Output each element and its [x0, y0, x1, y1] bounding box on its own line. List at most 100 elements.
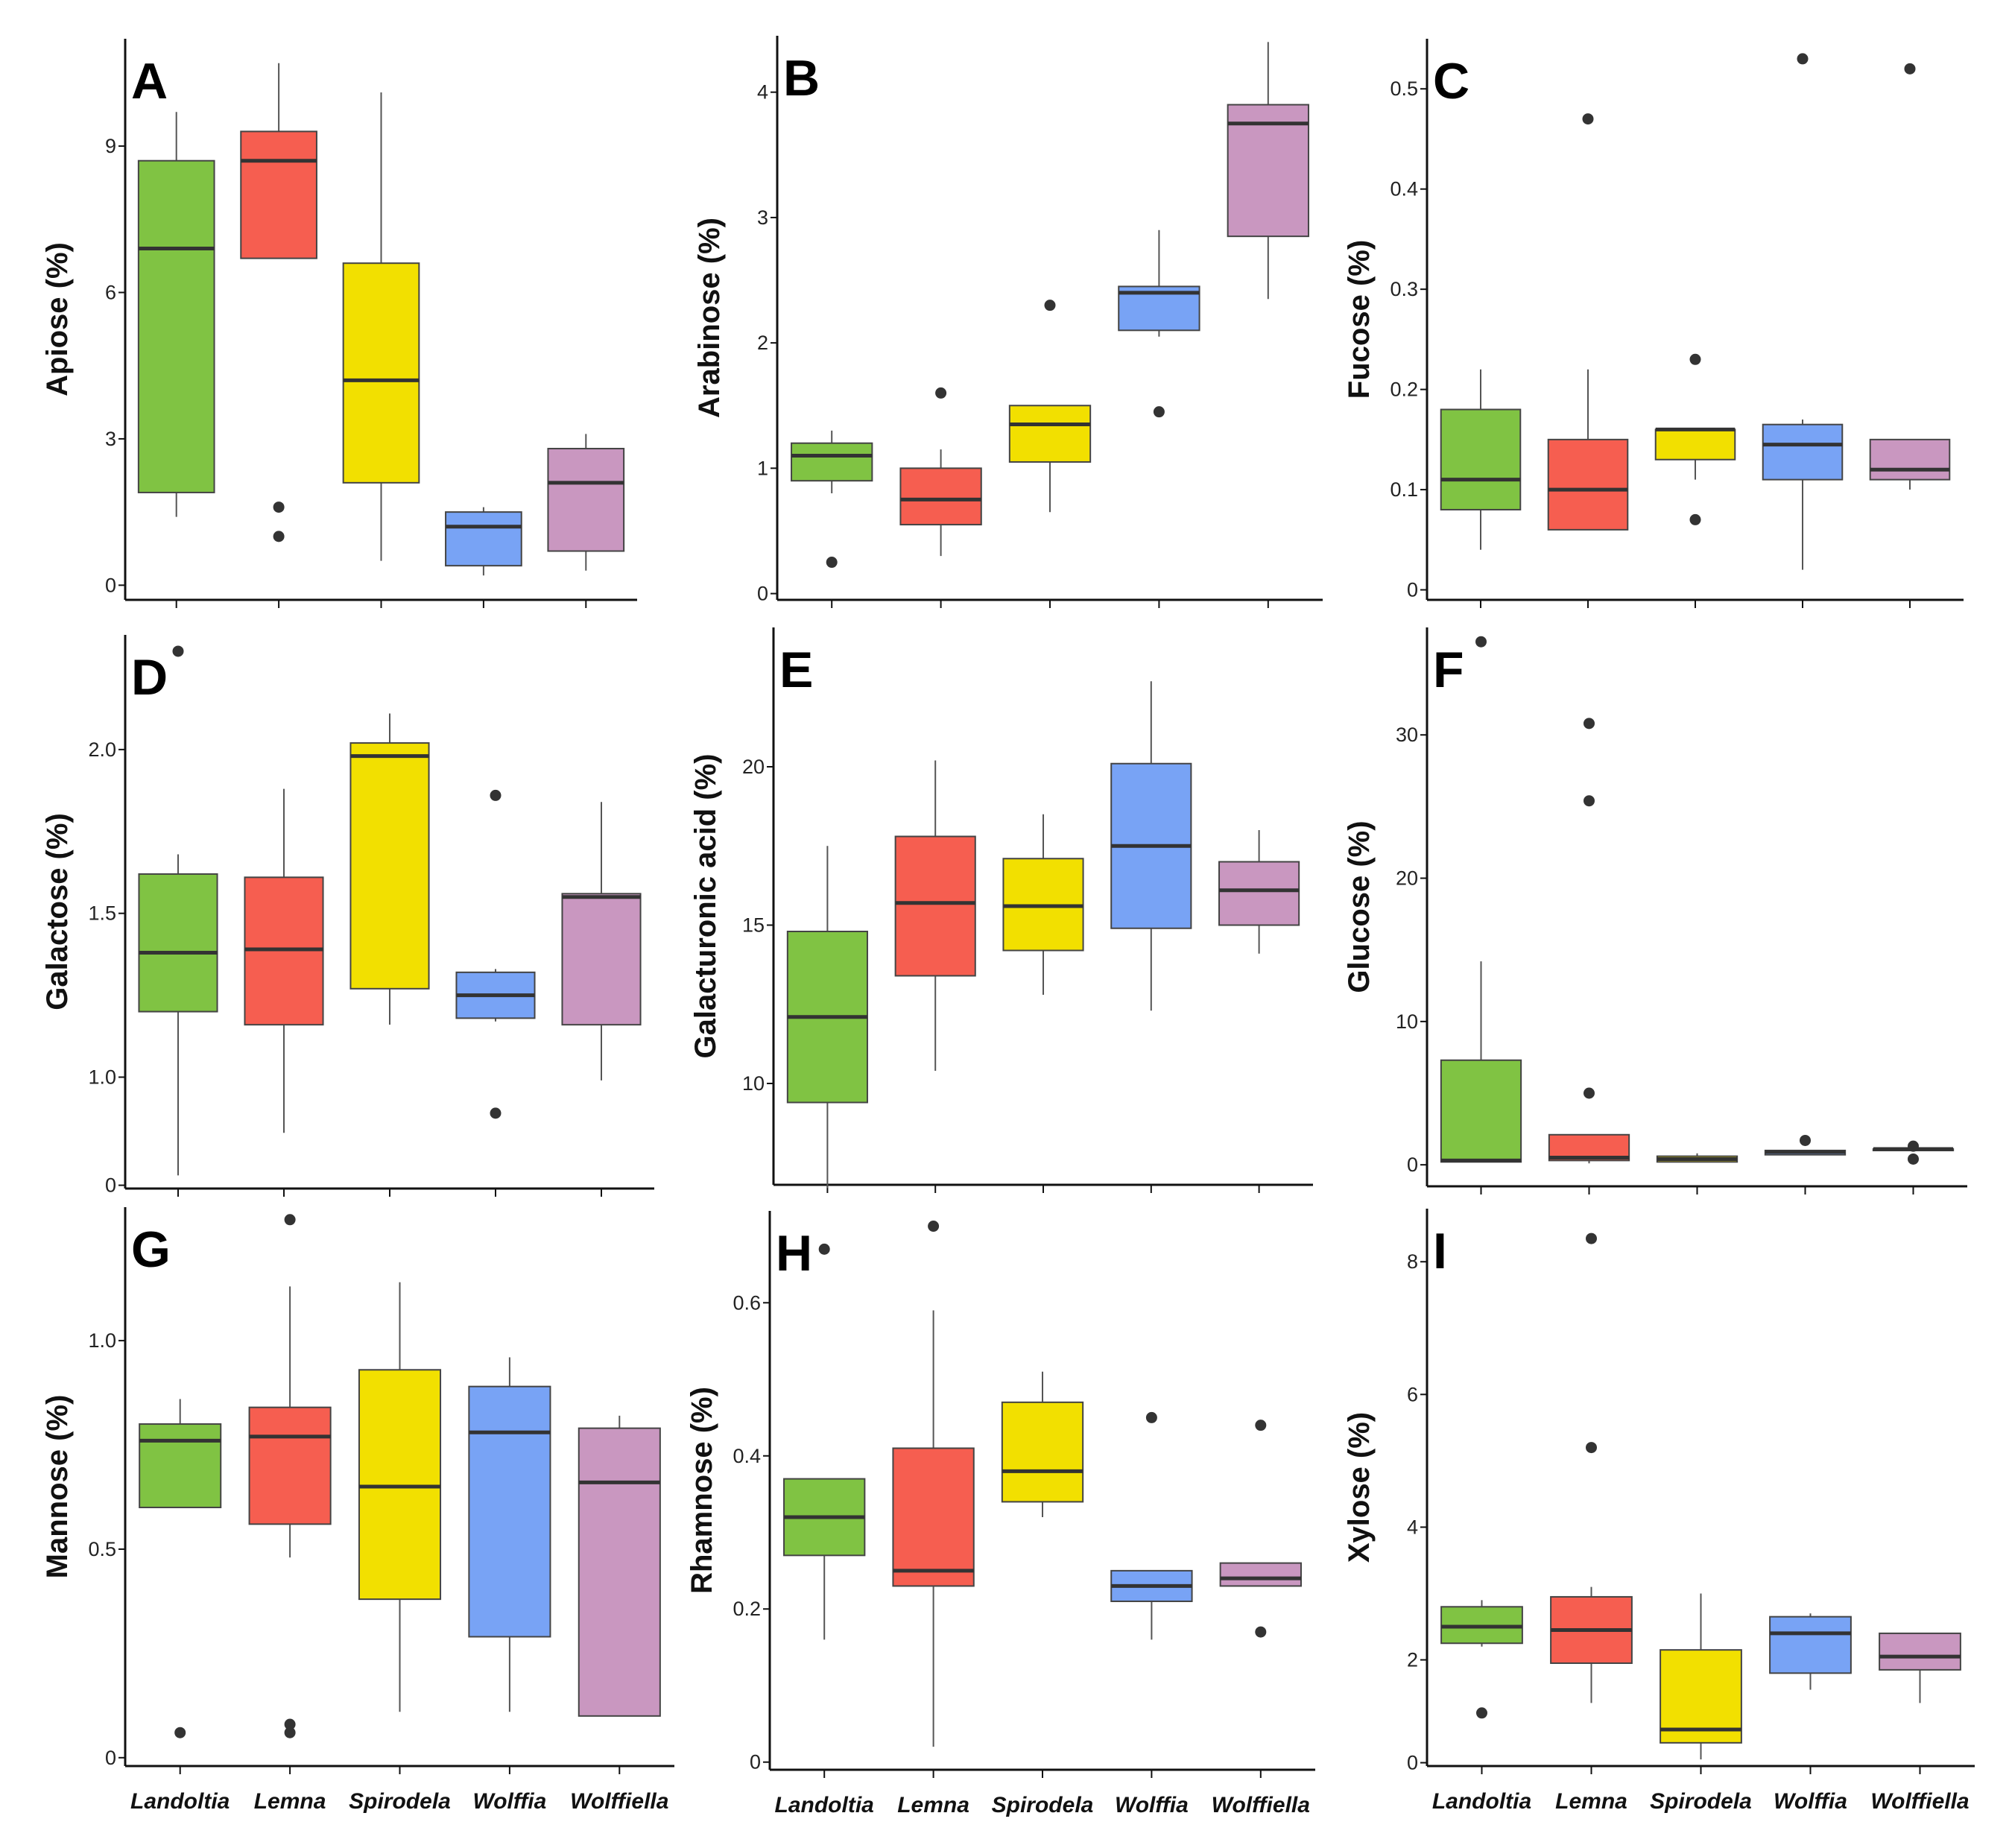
box-wolffia — [455, 789, 536, 1119]
y-axis-label: Mannose (%) — [41, 1395, 74, 1579]
y-tick-label: 0.5 — [88, 1538, 116, 1560]
outlier-point — [172, 645, 184, 657]
box-wolffia — [1110, 1411, 1193, 1640]
x-category-label: Spirodela — [349, 1789, 451, 1814]
iqr-box — [1218, 861, 1300, 926]
outlier-point — [284, 1718, 296, 1730]
box-spirodela — [1002, 814, 1084, 995]
x-category-label: Lemna — [897, 1793, 969, 1817]
y-tick-label: 1.0 — [88, 1066, 116, 1089]
x-category-label: Wolffia — [1115, 1793, 1189, 1817]
y-tick-label: 2.0 — [88, 738, 116, 761]
box-wolffia — [468, 1357, 551, 1712]
box-lemna — [892, 1221, 975, 1747]
box-landoltia — [138, 645, 218, 1176]
y-tick-label: 30 — [1396, 724, 1418, 746]
iqr-box — [899, 467, 982, 526]
panel-c: 0 0.1 0.2 0.3 0.4 0.5 Fucose (%) C — [1343, 39, 1964, 608]
y-tick-label: 0 — [750, 1751, 761, 1773]
box-wolffia — [1110, 681, 1192, 1011]
y-tick-label: 20 — [742, 756, 765, 778]
iqr-box — [1869, 438, 1951, 481]
y-tick-label: 2 — [757, 332, 768, 354]
box-lemna — [899, 387, 982, 557]
y-axis-label: Xylose (%) — [1343, 1412, 1376, 1563]
outlier-point — [1800, 1134, 1811, 1146]
y-tick-label: 0 — [1407, 579, 1418, 601]
panel-h: 0 0.2 0.4 0.6 Rhamnose (%) H Landoltia Lemna Spi… — [686, 1211, 1315, 1817]
iqr-box — [1769, 1616, 1852, 1674]
y-tick-label: 0.2 — [733, 1598, 761, 1620]
panel-e: 10 15 20 Galacturonic acid (%) E — [689, 627, 1313, 1193]
outlier-point — [1255, 1626, 1267, 1638]
iqr-box — [342, 262, 420, 484]
y-tick-label: 1 — [757, 457, 768, 479]
panel-letter: A — [131, 53, 168, 110]
box-landoltia — [791, 430, 873, 569]
box-spirodela — [358, 1282, 442, 1712]
y-tick-label: 6 — [1407, 1383, 1418, 1405]
x-category-label: Wolffiella — [1870, 1789, 1969, 1814]
iqr-box — [445, 511, 522, 567]
iqr-box — [561, 893, 642, 1026]
outlier-point — [1044, 300, 1056, 311]
outlier-point — [1582, 113, 1594, 125]
box-lemna — [1547, 113, 1629, 531]
y-tick-label: 0 — [1407, 1154, 1418, 1176]
panel-letter: F — [1433, 642, 1464, 698]
outlier-point — [1904, 63, 1916, 75]
y-tick-label: 3 — [105, 428, 116, 450]
x-category-label: Lemna — [254, 1789, 326, 1814]
box-wolffia — [1118, 230, 1200, 418]
y-tick-label: 15 — [742, 914, 765, 937]
y-tick-label: 10 — [1396, 1010, 1418, 1033]
box-spirodela — [342, 92, 420, 561]
iqr-box — [578, 1427, 661, 1717]
outlier-point — [174, 1727, 186, 1738]
iqr-box — [547, 448, 625, 552]
box-spirodela — [1654, 353, 1736, 525]
iqr-box — [1440, 408, 1522, 510]
iqr-box — [137, 159, 215, 493]
panel-f: 0 10 20 30 Glucose (%) F — [1343, 627, 1967, 1194]
y-axis-label: Galactose (%) — [41, 813, 74, 1010]
iqr-box — [791, 442, 873, 482]
y-tick-label: 0.4 — [1390, 178, 1418, 200]
box-landoltia — [1440, 636, 1522, 1163]
iqr-box — [894, 835, 976, 977]
y-tick-label: 4 — [757, 81, 768, 104]
y-tick-label: 10 — [742, 1072, 765, 1095]
box-spirodela — [349, 713, 430, 1025]
y-tick-label: 0 — [105, 1174, 116, 1197]
box-wolffiella — [1879, 1632, 1961, 1703]
box-wolffiella — [1218, 830, 1300, 954]
panel-a: 0 3 6 9 Apiose (%) A — [41, 39, 637, 608]
x-category-label: Spirodela — [992, 1793, 1094, 1817]
iqr-box — [1547, 438, 1629, 531]
outlier-point — [490, 789, 502, 801]
x-category-label: Landoltia — [1432, 1789, 1531, 1814]
box-landoltia — [783, 1243, 866, 1640]
outlier-point — [284, 1727, 296, 1738]
box-lemna — [1550, 1232, 1633, 1703]
box-landoltia — [1440, 1600, 1523, 1719]
y-tick-label: 0.2 — [1390, 379, 1418, 401]
x-category-label: Spirodela — [1650, 1789, 1752, 1814]
iqr-box — [1660, 1649, 1742, 1744]
x-category-label: Wolffia — [472, 1789, 546, 1814]
outlier-point — [273, 531, 285, 542]
outlier-point — [1689, 353, 1701, 365]
outlier-point — [1153, 406, 1165, 418]
y-tick-label: 0.5 — [1390, 77, 1418, 100]
box-wolffiella — [547, 434, 625, 571]
iqr-box — [1654, 428, 1736, 461]
panel-letter: I — [1433, 1223, 1447, 1279]
y-tick-label: 6 — [105, 281, 116, 303]
box-spirodela — [1656, 1153, 1739, 1163]
iqr-box — [1762, 423, 1844, 481]
y-axis-label: Fucose (%) — [1343, 240, 1376, 399]
y-tick-label: 0.1 — [1390, 478, 1418, 501]
box-landoltia — [786, 846, 868, 1189]
panel-g: 0 0.5 1.0 Mannose (%) G Landoltia Lemna Spirode… — [41, 1207, 674, 1814]
iqr-box — [358, 1369, 442, 1601]
